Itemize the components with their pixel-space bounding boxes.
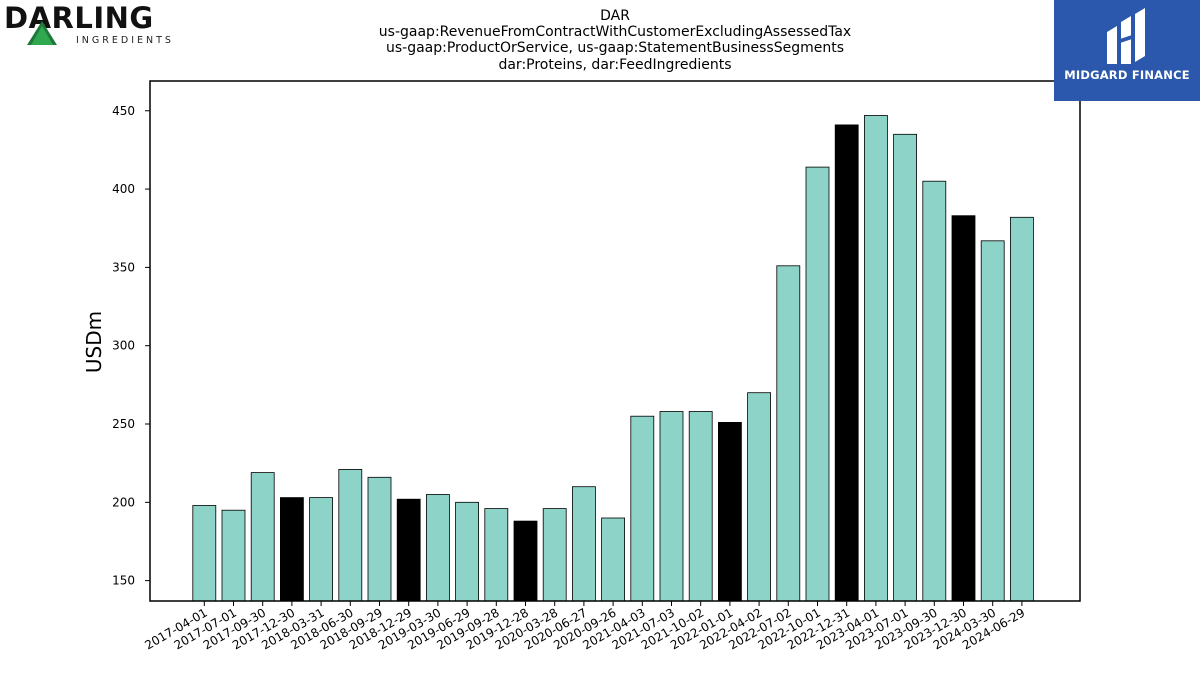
bar-2020-03-28 [542,508,567,602]
title-line-2: us-gaap:RevenueFromContractWithCustomerE… [379,24,851,40]
bar-2021-10-02 [688,411,713,602]
midgard-logo-name: MIDGARD FINANCE [1064,68,1190,82]
bar-2019-09-28 [484,508,509,602]
midgard-mark-icon [1107,8,1145,64]
darling-triangle-icon [27,21,57,45]
bar-2019-03-30 [425,494,450,602]
chart-title: DAR us-gaap:RevenueFromContractWithCusto… [379,8,851,73]
bar-2018-12-29 [396,498,421,602]
bar-2019-12-28 [513,520,538,602]
bar-2018-03-31 [309,497,334,602]
y-tick-label: 400 [112,182,135,196]
bar-2019-06-29 [455,501,480,602]
y-tick-label: 200 [112,495,135,509]
bar-2022-04-02 [747,392,771,602]
midgard-finance-logo: MIDGARD FINANCE [1054,0,1200,101]
y-tick-label: 300 [112,339,135,353]
bar-2017-07-01 [221,509,246,602]
y-tick-label: 450 [112,104,135,118]
bar-2022-12-31 [834,124,859,602]
bar-2020-06-27 [572,486,596,602]
darling-logo-name: DARLING [4,1,154,35]
y-axis-label: USDm [82,311,106,373]
bar-2018-09-29 [367,476,392,602]
bar-2020-09-26 [601,517,625,602]
bar-2023-09-30 [922,180,947,602]
bar-2022-07-02 [776,265,801,602]
bar-2021-07-03 [659,411,684,602]
bar-2017-09-30 [250,472,275,602]
darling-logo: DARLING INGREDIENTS [4,2,174,50]
title-line-3: us-gaap:ProductOrService, us-gaap:Statem… [386,40,844,56]
bar-2023-04-01 [864,115,888,602]
bar-2024-03-30 [980,240,1005,602]
y-tick-label: 150 [112,574,135,588]
bar-2024-06-29 [1010,216,1034,602]
bar-2018-06-30 [338,468,363,602]
darling-logo-subtitle: INGREDIENTS [76,35,174,46]
bar-2017-12-30 [279,497,304,602]
plot-frame [149,80,1081,602]
y-tick-label: 350 [112,260,135,274]
y-tick-label: 250 [112,417,135,431]
title-line-4: dar:Proteins, dar:FeedIngredients [498,57,731,73]
bar-2023-12-30 [951,215,976,602]
x-axis: 2017-04-012017-07-012017-09-302017-12-30… [142,601,1027,652]
title-line-1: DAR [600,8,630,24]
bar-2017-04-01 [192,505,217,602]
bar-2023-07-01 [893,133,917,602]
y-axis: 150 200 250 300 350 400 450 [112,104,150,588]
bar-2021-04-03 [630,415,655,602]
bar-2022-10-01 [805,166,830,602]
bar-2022-01-01 [718,421,742,602]
bar-series [192,115,1034,602]
